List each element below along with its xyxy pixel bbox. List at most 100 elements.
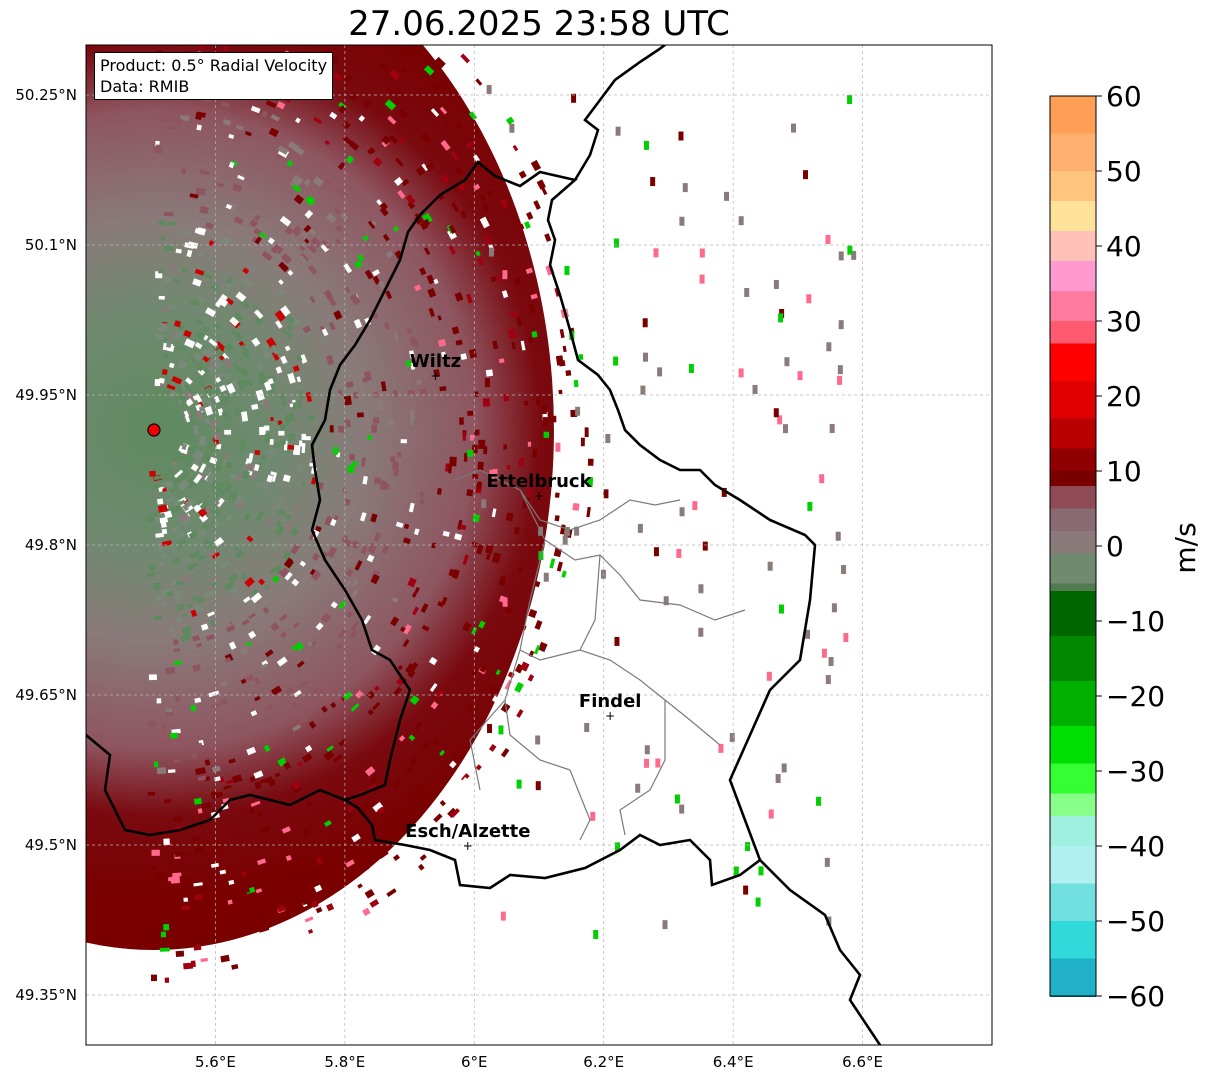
echo-speckle: [413, 528, 420, 536]
echo-speckle: [232, 183, 243, 193]
echo-speckle: [188, 530, 199, 540]
canton-borders: [454, 469, 746, 841]
echo-speckle: [378, 280, 386, 289]
echo-speckle: [380, 381, 387, 392]
echo-speckle: [555, 442, 561, 452]
echo-speckle: [643, 352, 649, 362]
echo-speckle: [829, 423, 835, 433]
echo-speckle: [197, 252, 204, 257]
echo-speckle: [204, 386, 215, 398]
echo-speckle: [655, 758, 661, 768]
echo-speckle: [215, 260, 226, 270]
echo-speckle: [419, 267, 427, 276]
echo-speckle: [287, 372, 296, 384]
echo-speckle: [161, 553, 167, 558]
echo-speckle: [398, 137, 405, 145]
echo-speckle: [246, 535, 254, 543]
echo-speckle: [154, 516, 161, 523]
colorbar-block: [1050, 763, 1096, 794]
echo-speckle: [574, 526, 580, 536]
echo-speckle: [440, 174, 450, 184]
echo-speckle: [642, 318, 648, 328]
echo-speckle: [315, 857, 323, 865]
echo-speckle: [261, 343, 270, 351]
echo-speckle: [194, 268, 205, 276]
echo-speckle: [201, 348, 213, 359]
echo-speckle: [505, 512, 514, 522]
echo-speckle: [200, 957, 209, 963]
echo-speckle: [227, 572, 239, 583]
echo-speckle: [284, 686, 294, 695]
echo-speckle: [267, 378, 274, 385]
echo-speckle: [653, 248, 659, 258]
echo-speckle: [176, 532, 185, 538]
echo-speckle: [198, 528, 207, 537]
echo-speckle: [250, 592, 263, 604]
echo-speckle: [819, 474, 825, 484]
echo-speckle: [317, 313, 325, 322]
echo-speckle: [159, 561, 166, 567]
echo-speckle: [175, 694, 181, 702]
echo-speckle: [213, 360, 223, 370]
echo-speckle: [414, 284, 422, 292]
echo-speckle: [193, 473, 203, 484]
echo-speckle: [266, 703, 275, 711]
echo-speckle: [351, 540, 360, 550]
echo-speckle: [738, 368, 744, 378]
echo-speckle: [514, 526, 521, 535]
echo-speckle: [593, 929, 599, 939]
echo-speckle: [199, 501, 209, 510]
echo-speckle: [287, 141, 300, 152]
echo-speckle: [851, 250, 857, 260]
echo-speckle: [158, 220, 167, 227]
echo-speckle: [345, 381, 354, 389]
echo-speckle: [304, 916, 314, 923]
echo-speckle: [650, 177, 656, 187]
echo-speckle: [401, 178, 410, 187]
echo-speckle: [410, 362, 416, 370]
echo-speckle: [841, 565, 847, 575]
echo-speckle: [150, 974, 158, 982]
echo-speckle: [274, 524, 286, 536]
echo-speckle: [526, 211, 534, 220]
echo-speckle: [165, 666, 176, 675]
echo-speckle: [379, 202, 389, 211]
echo-speckle: [324, 139, 330, 146]
echo-speckle: [326, 546, 337, 559]
echo-speckle: [407, 389, 416, 396]
echo-speckle: [185, 454, 194, 464]
echo-speckle: [179, 469, 190, 481]
echo-speckle: [215, 481, 225, 493]
echo-speckle: [224, 513, 233, 523]
echo-speckle: [826, 342, 832, 352]
echo-speckle: [271, 351, 280, 361]
echo-speckle: [277, 508, 286, 517]
echo-speckle: [451, 569, 460, 580]
echo-speckle: [214, 322, 222, 330]
echo-speckle: [301, 753, 313, 763]
echo-speckle: [495, 137, 504, 147]
colorbar-block: [1050, 726, 1096, 764]
echo-speckle: [575, 406, 581, 416]
echo-speckle: [797, 371, 803, 381]
echo-speckle: [205, 633, 215, 641]
echo-speckle: [181, 462, 189, 471]
echo-speckle: [450, 750, 456, 757]
echo-speckle: [215, 371, 224, 380]
echo-speckle: [395, 157, 404, 167]
echo-speckle: [354, 260, 363, 269]
echo-speckle: [187, 479, 197, 490]
echo-speckle: [198, 379, 206, 388]
echo-speckle: [193, 845, 204, 853]
echo-speckle: [400, 65, 409, 74]
echo-speckle: [163, 838, 170, 846]
echo-speckle: [535, 735, 541, 745]
echo-speckle: [729, 732, 735, 742]
echo-speckle: [205, 222, 214, 230]
gridlines: [86, 45, 992, 1045]
colorbar-block: [1050, 486, 1096, 509]
echo-speckle: [183, 962, 194, 970]
echo-speckle: [459, 524, 467, 531]
x-tick-label: 6.4°E: [713, 1053, 754, 1071]
echo-speckle: [189, 193, 199, 199]
